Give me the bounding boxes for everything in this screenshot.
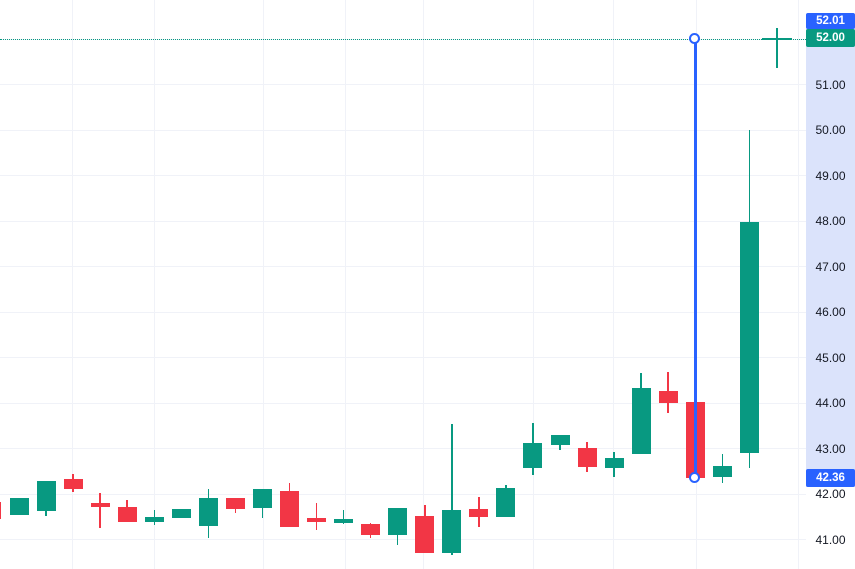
candle-body <box>334 519 354 524</box>
candle-body <box>171 509 191 519</box>
plus-cursor-icon[interactable] <box>776 28 778 68</box>
candle-body <box>631 387 651 454</box>
drawing-handle-top[interactable] <box>689 32 701 44</box>
candle-body <box>0 502 2 520</box>
vertical-gridline <box>798 0 799 569</box>
last-price-label: 52.00 <box>806 29 855 47</box>
vertical-gridline <box>72 0 73 569</box>
candle-body <box>550 434 570 445</box>
vertical-gridline <box>533 0 534 569</box>
price-axis-tick: 44.00 <box>815 396 846 410</box>
candle-body <box>225 498 245 509</box>
drawing-bottom-price-label: 42.36 <box>806 468 855 487</box>
candle-wick <box>99 493 101 529</box>
candle-body <box>117 507 137 523</box>
horizontal-gridline <box>0 493 806 495</box>
candle-body <box>604 458 624 469</box>
price-axis-tick: 43.00 <box>815 441 846 456</box>
vertical-gridline <box>423 0 424 569</box>
horizontal-gridline <box>0 357 806 358</box>
price-axis-tick: 41.00 <box>815 532 846 547</box>
price-axis-tick: 50.00 <box>815 123 846 137</box>
candle-body <box>36 480 56 511</box>
horizontal-gridline <box>0 84 806 85</box>
candle-body <box>496 488 516 518</box>
horizontal-gridline <box>0 311 806 313</box>
candle-body <box>90 503 110 508</box>
price-axis-tick: 46.00 <box>815 305 846 319</box>
candle-wick <box>315 503 318 530</box>
candle-body <box>523 443 543 469</box>
price-axis-tick: 49.00 <box>815 168 846 183</box>
candle-body <box>252 488 272 509</box>
horizontal-gridline <box>0 175 806 176</box>
vertical-gridline <box>263 0 264 569</box>
horizontal-gridline <box>0 220 806 222</box>
chart-plot-area[interactable] <box>0 0 806 569</box>
horizontal-gridline <box>0 539 806 540</box>
candle-body <box>442 509 462 554</box>
price-axis[interactable]: 52.01 52.00 42.36 51.00 50.00 49.00 48.00 47… <box>806 0 855 569</box>
drawing-handle-bottom[interactable] <box>689 471 701 483</box>
candle-body <box>658 391 678 403</box>
candle-body <box>361 524 381 535</box>
current-price-line[interactable] <box>0 38 806 40</box>
candle-body <box>388 508 408 535</box>
vertical-gridline <box>613 0 614 569</box>
candle-body <box>712 465 732 478</box>
horizontal-gridline <box>0 402 806 404</box>
plus-cursor-icon[interactable] <box>762 38 792 40</box>
horizontal-gridline <box>0 266 806 267</box>
candle-wick <box>451 423 453 555</box>
drawing-top-price-label: 52.01 <box>806 13 855 29</box>
candle-body <box>469 509 489 518</box>
candle-body <box>198 498 218 526</box>
vertical-line-drawing[interactable] <box>693 38 697 478</box>
candle-body <box>739 221 759 454</box>
candle-body <box>280 490 299 528</box>
vertical-gridline <box>154 0 155 569</box>
candle-body <box>144 517 164 523</box>
candle-body <box>577 448 597 468</box>
price-axis-tick: 47.00 <box>815 259 846 274</box>
price-axis-tick: 42.00 <box>815 487 846 501</box>
candle-body <box>63 478 83 489</box>
price-axis-tick: 45.00 <box>815 350 846 365</box>
horizontal-gridline <box>0 448 806 449</box>
candle-body <box>307 518 327 523</box>
price-axis-tick: 48.00 <box>815 214 846 228</box>
candle-body <box>9 498 29 515</box>
price-axis-highlight <box>806 14 855 487</box>
vertical-gridline <box>345 0 346 569</box>
price-axis-tick: 51.00 <box>815 77 846 92</box>
horizontal-gridline <box>0 129 806 131</box>
candle-body <box>415 515 435 554</box>
candle-wick <box>342 509 345 525</box>
